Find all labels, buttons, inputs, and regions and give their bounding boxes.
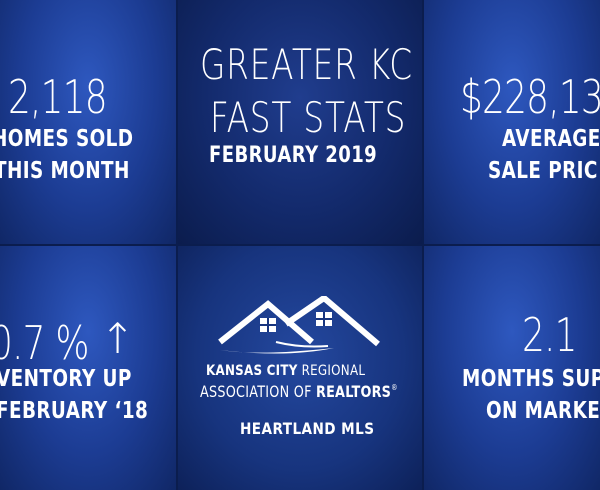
stat-tile-months-supply: 2.1 MONTHS SUP ON MARKET [424, 246, 600, 490]
logo-tile: KANSAS CITY REGIONAL ASSOCIATION OF REAL… [178, 246, 422, 490]
homes-sold-value: 2,118 [8, 70, 108, 124]
title-line-2: FAST STATS [210, 93, 407, 142]
house-roofs-icon [218, 296, 380, 354]
average-price-label-2: SALE PRIC [488, 158, 598, 184]
months-supply-label-2: ON MARKET [486, 398, 600, 424]
title-line-1: GREATER KC [200, 40, 413, 89]
months-supply-label-1: MONTHS SUP [462, 366, 600, 392]
title-period: FEBRUARY 2019 [209, 143, 378, 168]
inventory-label-1: VENTORY UP [0, 366, 132, 392]
stat-tile-homes-sold: 2,118 HOMES SOLD THIS MONTH [0, 0, 176, 244]
logo-text-line-2: ASSOCIATION OF REALTORS® [200, 382, 398, 401]
title-tile: GREATER KC FAST STATS FEBRUARY 2019 [178, 0, 422, 244]
arrow-up-icon: ↑ [100, 314, 136, 363]
average-price-value: $228,13 [460, 70, 600, 124]
logo-text-line-1: KANSAS CITY REGIONAL [206, 363, 366, 379]
homes-sold-label-1: HOMES SOLD [0, 126, 134, 152]
average-price-label-1: AVERAGE [502, 126, 600, 152]
heartland-mls-label: HEARTLAND MLS [240, 419, 375, 438]
inventory-value: 0.7 % [0, 316, 89, 370]
months-supply-value: 2.1 [522, 308, 578, 362]
stat-tile-average-price: $228,13 AVERAGE SALE PRIC [424, 0, 600, 244]
inventory-label-2: FEBRUARY ‘18 [0, 398, 149, 424]
homes-sold-label-2: THIS MONTH [0, 158, 130, 184]
stat-tile-inventory: 0.7 % ↑ VENTORY UP FEBRUARY ‘18 [0, 246, 176, 490]
